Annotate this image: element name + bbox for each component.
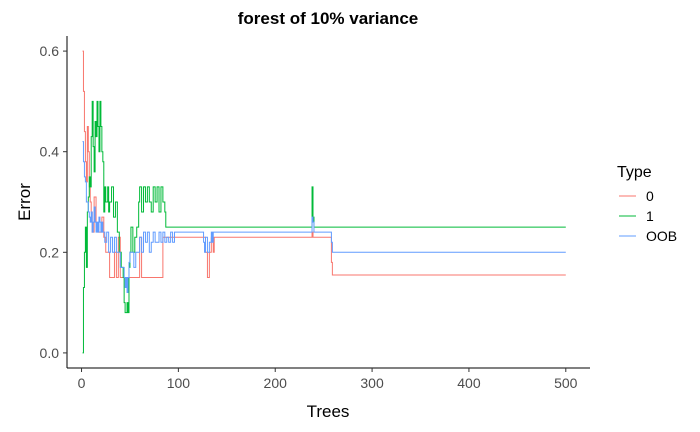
x-axis-ticks: 0 100 200 300 400 500 [78,368,578,391]
legend-items: 0 1 OOB [619,188,677,244]
y-tick-label: 0.6 [40,43,60,59]
x-tick-label: 0 [78,375,86,391]
legend-label-oob: OOB [646,228,677,244]
y-tick-label: 0.4 [40,144,60,160]
x-tick-label: 400 [457,375,481,391]
series-line-1 [82,100,566,354]
legend: Type 0 1 OOB [617,164,677,244]
chart-title: forest of 10% variance [238,9,418,28]
series-line-oob [82,141,566,294]
x-tick-label: 200 [264,375,288,391]
y-tick-label: 0.0 [40,345,60,361]
x-tick-label: 300 [360,375,384,391]
legend-label-0: 0 [646,188,654,204]
y-tick-label: 0.2 [40,244,60,260]
y-axis-title: Error [15,183,34,221]
legend-title: Type [617,164,652,181]
y-axis-ticks: 0.0 0.2 0.4 0.6 [40,43,67,361]
legend-label-1: 1 [646,208,654,224]
x-tick-label: 100 [167,375,191,391]
series-line-0 [82,50,566,278]
x-axis-title: Trees [307,402,350,421]
x-tick-label: 500 [554,375,578,391]
series-layer [82,50,566,354]
